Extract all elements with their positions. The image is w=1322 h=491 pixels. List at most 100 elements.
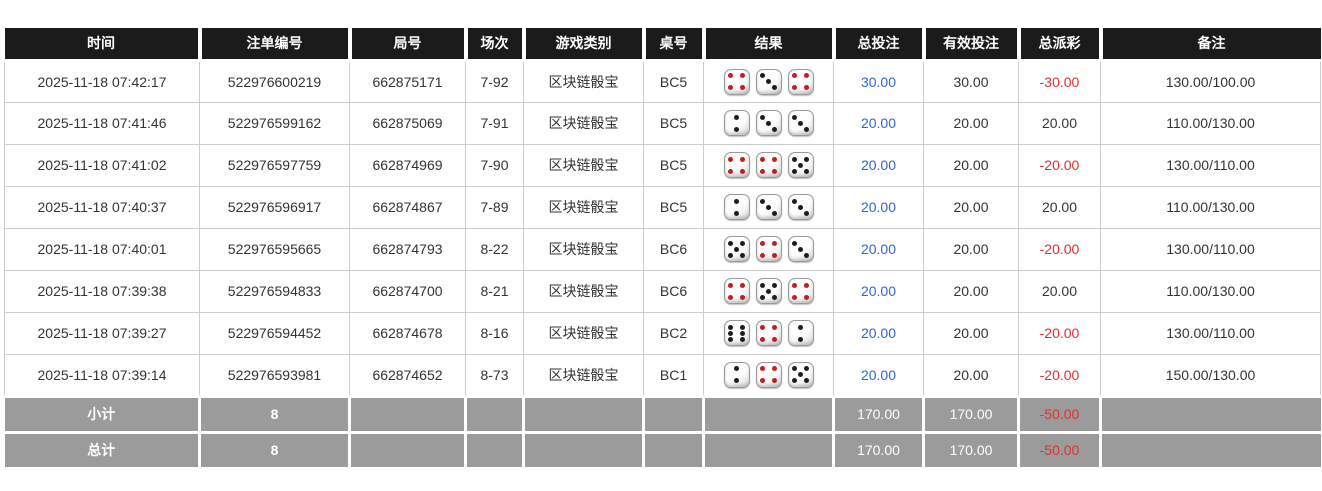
die-face-4 [723, 152, 750, 178]
cell-total-bet[interactable]: 30.00 [833, 59, 924, 103]
summary-cell-session [465, 430, 525, 470]
die-pip [792, 366, 797, 371]
die-pip [734, 210, 739, 216]
die-pip [804, 73, 809, 78]
die-pip [792, 156, 797, 162]
cell-remark: 130.00/100.00 [1100, 59, 1321, 103]
die-pip [760, 324, 765, 330]
die-pip [740, 252, 745, 258]
summary-cell-payout: -50.00 [1018, 394, 1102, 432]
table-row: 2025-11-18 07:41:02 522976597759 662874969… [4, 143, 1321, 187]
cell-session: 7-89 [465, 185, 524, 229]
dice-result [708, 320, 829, 346]
die-face-4 [755, 152, 782, 178]
summary-cell-total-bet: 170.00 [833, 430, 925, 470]
die-pip [760, 252, 765, 258]
die-pip [728, 330, 733, 336]
cell-time: 2025-11-18 07:41:46 [4, 101, 200, 145]
cell-bet-id: 522976597759 [199, 143, 350, 187]
die-pip [760, 282, 765, 288]
die-face-5 [755, 278, 782, 304]
die-face-5 [787, 361, 814, 388]
cell-valid-bet: 20.00 [923, 101, 1019, 145]
die-face-4 [755, 320, 782, 346]
die-pip [804, 252, 809, 258]
cell-total-bet[interactable]: 20.00 [833, 227, 924, 271]
die-face-4 [755, 236, 782, 262]
die-pip [772, 168, 777, 174]
die-pip [728, 252, 733, 258]
die-pip [740, 73, 745, 78]
cell-result [703, 311, 834, 355]
cell-total-bet[interactable]: 20.00 [833, 269, 924, 313]
cell-table-no: BC5 [643, 59, 704, 103]
cell-valid-bet: 20.00 [923, 185, 1019, 229]
cell-result [703, 227, 834, 271]
die-face-4 [723, 278, 750, 304]
die-pip [740, 168, 745, 174]
die-pip [792, 294, 797, 300]
summary-cell-count: 8 [199, 430, 351, 470]
die-pip [798, 204, 803, 210]
summary-cell-remark [1100, 394, 1321, 432]
die-face-5 [723, 236, 750, 262]
die-face-4 [787, 278, 814, 304]
cell-valid-bet: 20.00 [923, 227, 1019, 271]
cell-session: 8-21 [465, 269, 524, 313]
cell-time: 2025-11-18 07:40:37 [4, 185, 200, 229]
die-face-5 [787, 152, 814, 178]
cell-total-bet[interactable]: 20.00 [833, 311, 924, 355]
page-content: 时间 注单编号 局号 场次 游戏类别 桌号 结果 总投注 有效投注 总派彩 备注 2025-11-1… [4, 28, 1321, 470]
die-pip [772, 282, 777, 288]
table-row: 2025-11-18 07:39:27 522976594452 662874678… [4, 311, 1321, 355]
die-pip [772, 336, 777, 342]
die-pip [760, 168, 765, 174]
cell-total-bet[interactable]: 20.00 [833, 353, 924, 397]
die-pip [766, 288, 771, 294]
table-row: 2025-11-18 07:39:38 522976594833 662874700… [4, 269, 1321, 313]
cell-total-bet[interactable]: 20.00 [833, 101, 924, 145]
cell-total-bet[interactable]: 20.00 [833, 185, 924, 229]
summary-cell-game-type [523, 394, 645, 432]
cell-round-id: 662874793 [349, 227, 466, 271]
die-pip [766, 204, 771, 210]
column-header-result: 结果 [703, 28, 836, 62]
cell-round-id: 662875171 [349, 59, 466, 103]
die-pip [734, 378, 739, 383]
column-header-time: 时间 [4, 28, 202, 62]
column-header-bet-id: 注单编号 [199, 28, 352, 62]
die-pip [772, 324, 777, 330]
cell-payout: -20.00 [1018, 353, 1101, 397]
cell-bet-id: 522976594833 [199, 269, 350, 313]
die-pip [728, 73, 733, 78]
die-face-3 [787, 236, 814, 262]
column-header-game-type: 游戏类别 [523, 28, 646, 62]
die-pip [804, 210, 809, 216]
summary-cell-total-bet: 170.00 [833, 394, 925, 432]
die-pip [766, 120, 771, 126]
die-face-2 [723, 110, 750, 136]
die-pip [772, 240, 777, 246]
die-pip [760, 156, 765, 162]
cell-payout: 20.00 [1018, 101, 1101, 145]
die-pip [740, 336, 745, 342]
cell-game-type: 区块链骰宝 [523, 353, 644, 397]
die-pip [804, 126, 809, 132]
dice-result [708, 152, 829, 178]
die-pip [740, 240, 745, 246]
cell-table-no: BC2 [643, 311, 704, 355]
cell-bet-id: 522976599162 [199, 101, 350, 145]
cell-game-type: 区块链骰宝 [523, 311, 644, 355]
die-pip [798, 120, 803, 126]
cell-payout: 20.00 [1018, 185, 1101, 229]
die-face-3 [787, 110, 814, 136]
die-face-3 [755, 110, 782, 136]
summary-row: 小计 8 170.00 170.00 -50.00 [4, 394, 1321, 432]
cell-total-bet[interactable]: 20.00 [833, 143, 924, 187]
die-face-2 [723, 194, 750, 220]
table-body: 2025-11-18 07:42:17 522976600219 662875171… [4, 59, 1321, 397]
cell-time: 2025-11-18 07:39:14 [4, 353, 200, 397]
table-row: 2025-11-18 07:40:37 522976596917 662874867… [4, 185, 1321, 229]
die-pip [798, 162, 803, 168]
die-pip [728, 156, 733, 162]
